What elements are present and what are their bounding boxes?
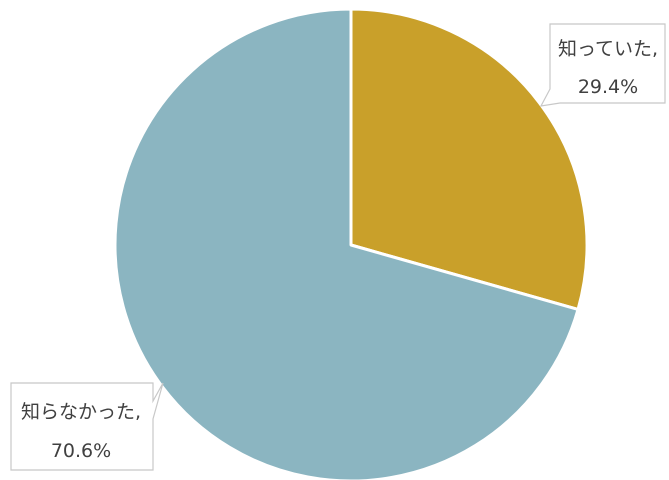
- callout-known: 知っていた, 29.4%: [539, 23, 666, 107]
- pie-slice-1: [113, 7, 580, 480]
- callout-unknown-value: 70.6%: [51, 440, 111, 462]
- callout-known-value: 29.4%: [578, 76, 638, 98]
- callout-unknown: 知らなかった, 70.6%: [10, 382, 164, 471]
- pie-slice-0: [349, 7, 589, 311]
- callout-unknown-box: [10, 382, 164, 471]
- callout-known-box: [539, 23, 666, 107]
- callout-known-label: 知っていた,: [558, 38, 658, 60]
- pie-slices: [113, 7, 589, 480]
- callout-unknown-label: 知らなかった,: [21, 401, 141, 423]
